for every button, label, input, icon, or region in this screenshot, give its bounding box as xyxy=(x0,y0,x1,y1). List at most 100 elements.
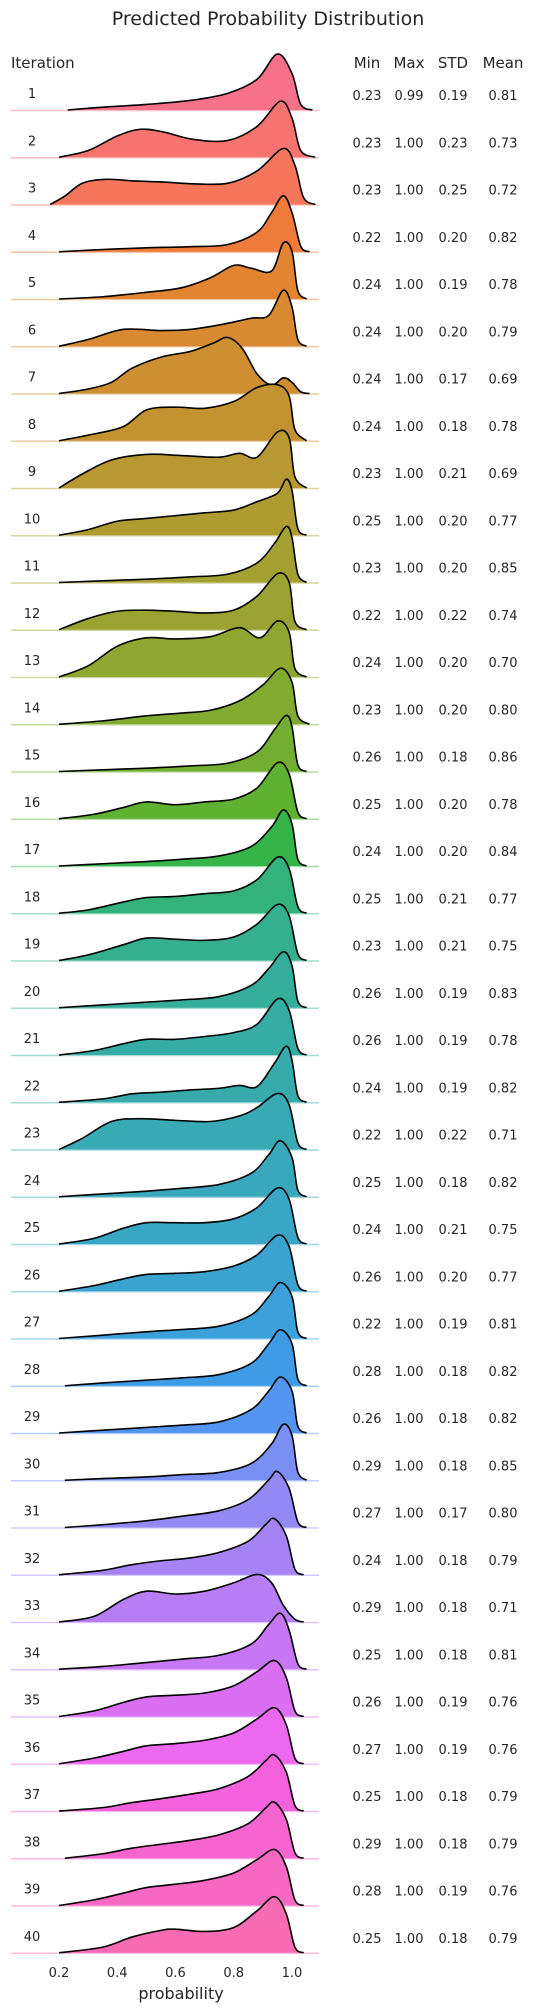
ridge-row: 2 0.23 1.00 0.23 0.73 xyxy=(11,100,518,159)
stat-mean: 0.82 xyxy=(489,1412,518,1427)
ridge-row: 26 0.26 1.00 0.20 0.77 xyxy=(11,1234,517,1293)
stat-min: 0.24 xyxy=(353,325,382,340)
stat-min: 0.26 xyxy=(353,1412,382,1427)
x-tick-label: 0.2 xyxy=(49,1966,70,1981)
density-outline xyxy=(58,761,308,820)
stat-std: 0.20 xyxy=(439,1270,468,1285)
ridge-row: 7 0.24 1.00 0.17 0.69 xyxy=(11,336,517,395)
stat-max: 1.00 xyxy=(395,1648,424,1663)
stat-min: 0.25 xyxy=(353,1648,382,1663)
ridge-row: 20 0.26 1.00 0.19 0.83 xyxy=(11,950,517,1009)
iteration-label: 3 xyxy=(28,182,36,197)
stat-max: 1.00 xyxy=(395,1554,424,1569)
stat-std: 0.21 xyxy=(439,1223,468,1238)
stat-mean: 0.70 xyxy=(489,656,518,671)
stat-mean: 0.73 xyxy=(489,136,518,151)
iteration-label: 36 xyxy=(24,1741,41,1756)
density-fill xyxy=(59,1518,304,1575)
stat-mean: 0.76 xyxy=(489,1696,518,1711)
stat-min: 0.22 xyxy=(353,609,382,624)
stat-max: 1.00 xyxy=(395,325,424,340)
stat-max: 1.00 xyxy=(395,420,424,435)
iteration-label: 31 xyxy=(24,1505,41,1520)
stat-std: 0.19 xyxy=(439,1743,468,1758)
ridge-row: 22 0.24 1.00 0.19 0.82 xyxy=(11,1045,517,1104)
stat-std: 0.18 xyxy=(439,1790,468,1805)
stat-std: 0.18 xyxy=(439,1601,468,1616)
stat-min: 0.29 xyxy=(353,1837,382,1852)
density-outline xyxy=(67,53,313,111)
density-outline xyxy=(64,1470,307,1529)
density-outline xyxy=(58,1234,308,1293)
stat-max: 1.00 xyxy=(395,562,424,577)
density-fill xyxy=(59,809,307,866)
stat-mean: 0.77 xyxy=(489,892,518,907)
iteration-label: 29 xyxy=(24,1410,41,1425)
density-fill xyxy=(59,1849,304,1906)
stat-std: 0.19 xyxy=(439,987,468,1002)
density-fill xyxy=(59,1187,307,1244)
stat-std: 0.21 xyxy=(439,892,468,907)
stat-min: 0.22 xyxy=(353,231,382,246)
stat-min: 0.28 xyxy=(353,1885,382,1900)
stat-max: 1.00 xyxy=(395,987,424,1002)
density-outline xyxy=(58,1376,308,1434)
ridge-row: 6 0.24 1.00 0.20 0.79 xyxy=(11,289,517,348)
iteration-label: 30 xyxy=(24,1457,41,1472)
density-outline xyxy=(58,1659,305,1718)
stat-std: 0.20 xyxy=(439,656,468,671)
density-fill xyxy=(59,572,307,630)
stat-mean: 0.86 xyxy=(489,751,518,766)
stat-max: 1.00 xyxy=(395,1365,424,1380)
density-outline xyxy=(58,572,308,631)
ridge-rows: 1 0.23 0.99 0.19 0.812 0.23 1.00 0.23 0.733 0.23 1… xyxy=(11,53,518,1954)
stat-mean: 0.81 xyxy=(489,89,518,104)
stat-max: 1.00 xyxy=(395,1318,424,1333)
stat-min: 0.26 xyxy=(353,751,382,766)
stat-header-min: Min xyxy=(354,54,381,72)
stat-std: 0.19 xyxy=(439,1885,468,1900)
iteration-label: 35 xyxy=(24,1694,41,1709)
stat-max: 1.00 xyxy=(395,1743,424,1758)
stat-max: 1.00 xyxy=(395,609,424,624)
iteration-label: 21 xyxy=(24,1032,41,1047)
ridge-row: 27 0.22 1.00 0.19 0.81 xyxy=(11,1281,518,1340)
density-outline xyxy=(58,1045,308,1104)
stat-std: 0.19 xyxy=(439,89,468,104)
stat-mean: 0.79 xyxy=(489,1932,518,1947)
density-fill xyxy=(59,1046,307,1103)
density-fill xyxy=(50,148,316,205)
iteration-label: 15 xyxy=(24,749,41,764)
stat-mean: 0.82 xyxy=(489,1176,518,1191)
stat-max: 1.00 xyxy=(395,1932,424,1947)
stat-max: 1.00 xyxy=(395,1034,424,1049)
stat-std: 0.18 xyxy=(439,1459,468,1474)
iteration-label: 14 xyxy=(24,701,41,716)
iteration-label: 40 xyxy=(24,1930,41,1945)
ridge-row: 34 0.25 1.00 0.18 0.81 xyxy=(11,1612,517,1671)
iteration-label: 18 xyxy=(24,890,41,905)
stat-mean: 0.81 xyxy=(489,1318,518,1333)
iteration-label: 7 xyxy=(28,371,36,386)
stat-min: 0.25 xyxy=(353,1790,382,1805)
density-fill xyxy=(59,384,307,441)
density-outline xyxy=(58,1139,308,1198)
density-outline xyxy=(58,478,308,537)
density-outline xyxy=(64,1801,305,1860)
density-outline xyxy=(64,1423,308,1482)
stat-min: 0.26 xyxy=(353,1034,382,1049)
stat-min: 0.22 xyxy=(353,1318,382,1333)
ridge-row: 16 0.25 1.00 0.20 0.78 xyxy=(11,761,517,820)
density-fill xyxy=(59,856,307,914)
density-fill xyxy=(64,1329,307,1386)
iteration-label: 20 xyxy=(24,985,41,1000)
density-outline xyxy=(58,1753,305,1812)
stat-std: 0.21 xyxy=(439,467,468,482)
stat-min: 0.23 xyxy=(353,184,382,199)
stat-min: 0.23 xyxy=(353,562,382,577)
density-outline xyxy=(58,1517,305,1576)
iteration-label: 17 xyxy=(24,843,41,858)
stat-std: 0.20 xyxy=(439,231,468,246)
iteration-label: 11 xyxy=(24,560,41,575)
